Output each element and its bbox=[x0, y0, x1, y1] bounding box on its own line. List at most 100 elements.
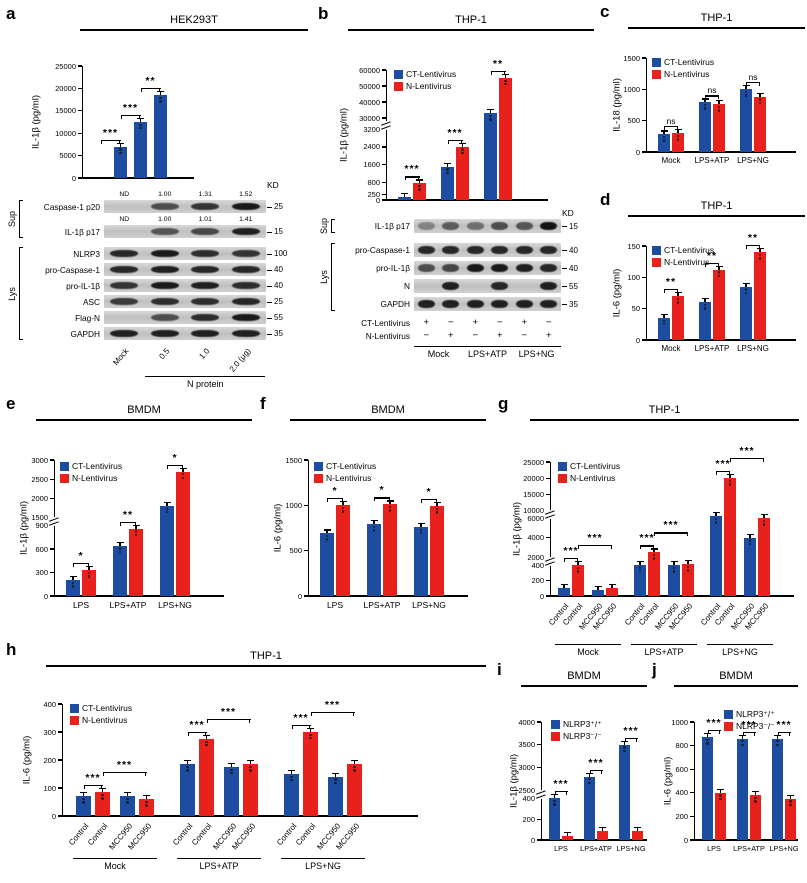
pm-value: − bbox=[496, 317, 503, 328]
error-bar-stem bbox=[719, 788, 722, 793]
sig-bracket-end bbox=[777, 731, 779, 736]
sig-bracket bbox=[664, 289, 678, 291]
protein-band bbox=[417, 246, 435, 254]
tick-mark bbox=[537, 839, 541, 841]
bar bbox=[772, 738, 783, 840]
bar bbox=[750, 795, 761, 840]
bar bbox=[430, 506, 444, 596]
sig-bracket bbox=[730, 458, 764, 460]
legend-swatch bbox=[551, 720, 560, 729]
tick-label: 500 bbox=[627, 116, 640, 126]
group-line bbox=[707, 644, 773, 646]
tick-mark bbox=[304, 595, 308, 597]
legend-label: N-Lentivirus bbox=[72, 473, 118, 483]
panel-d-letter: d bbox=[600, 190, 611, 209]
tick-label: 3000 bbox=[518, 762, 535, 772]
protein-band bbox=[466, 300, 484, 308]
tick-mark bbox=[382, 193, 386, 196]
sig-bracket-end bbox=[83, 785, 85, 790]
bar bbox=[702, 737, 713, 840]
protein-band bbox=[231, 298, 260, 305]
bar bbox=[672, 296, 684, 340]
legend-swatch bbox=[652, 58, 661, 67]
quant-number: 1.52 bbox=[239, 191, 253, 198]
error-bar-stem bbox=[205, 735, 208, 739]
bar bbox=[383, 504, 397, 596]
panel-d: d THP-1 0 50 100 150 ** ** ** Mock LPS+ATP LPS+NG… bbox=[600, 190, 805, 392]
pm-value: + bbox=[496, 330, 503, 341]
tick-label: 0 bbox=[71, 173, 76, 183]
data-point bbox=[101, 793, 104, 797]
sig-bracket bbox=[654, 532, 688, 534]
marker-label: 40 bbox=[274, 281, 283, 290]
error-bar-stem bbox=[249, 760, 252, 765]
panel-f-letter: f bbox=[260, 394, 266, 413]
sig-bracket bbox=[777, 731, 791, 733]
data-point bbox=[165, 511, 169, 514]
sig-bracket bbox=[705, 95, 719, 97]
data-point bbox=[744, 291, 748, 295]
blot-row-label: IL-1β p17 bbox=[64, 227, 100, 237]
sig-bracket-end bbox=[578, 545, 580, 550]
sig-bracket-end bbox=[100, 139, 102, 144]
tick-mark bbox=[546, 580, 550, 582]
sig-label: *** bbox=[623, 724, 639, 737]
sig-label: *** bbox=[587, 532, 603, 545]
gel-strip bbox=[414, 261, 561, 275]
tick-label: 600 bbox=[35, 544, 48, 554]
data-point bbox=[754, 800, 757, 803]
data-point bbox=[744, 288, 748, 291]
tick-label: 0 bbox=[635, 147, 640, 157]
data-point bbox=[728, 479, 732, 483]
data-point bbox=[662, 319, 666, 322]
data-point bbox=[703, 307, 707, 310]
sig-label: *** bbox=[189, 719, 205, 731]
sig-bracket-end bbox=[758, 245, 760, 250]
sig-label: *** bbox=[715, 458, 731, 471]
protein-band bbox=[191, 250, 220, 257]
tick-label: 900 bbox=[35, 521, 48, 531]
sig-label: * bbox=[172, 451, 178, 464]
data-point bbox=[435, 507, 439, 511]
gel-strip bbox=[104, 295, 266, 308]
protein-band bbox=[191, 266, 220, 273]
x-label: LPS bbox=[554, 844, 568, 853]
error-bar-stem bbox=[741, 734, 744, 739]
tick-mark bbox=[642, 245, 646, 247]
data-point bbox=[714, 521, 718, 524]
protein-band bbox=[540, 246, 558, 254]
sig-label: *** bbox=[122, 102, 139, 114]
data-point bbox=[762, 519, 766, 523]
gel-strip bbox=[414, 279, 561, 293]
data-point bbox=[504, 79, 507, 82]
x-label: LPS+NG bbox=[769, 844, 799, 853]
legend-swatch bbox=[551, 732, 560, 741]
panel-i-title-line bbox=[521, 685, 647, 687]
panel-c-title-text: THP-1 bbox=[700, 12, 733, 24]
data-point bbox=[789, 803, 792, 807]
group-line bbox=[555, 644, 621, 646]
tick-label: 10000 bbox=[55, 128, 76, 138]
protein-band bbox=[191, 298, 220, 305]
marker-tick bbox=[267, 317, 272, 319]
error-bar-stem bbox=[334, 772, 337, 777]
marker-label: 40 bbox=[569, 263, 578, 273]
tick-label: 10000 bbox=[523, 505, 544, 515]
tick-mark bbox=[642, 88, 646, 90]
pm-value: + bbox=[521, 317, 528, 328]
data-point bbox=[87, 575, 91, 578]
bar bbox=[456, 146, 469, 200]
marker-label: 40 bbox=[569, 245, 578, 255]
sig-bracket bbox=[374, 497, 390, 499]
error-bar-stem bbox=[653, 548, 655, 553]
marker-tick bbox=[562, 286, 567, 288]
error-bar-stem bbox=[601, 826, 604, 831]
bar bbox=[549, 798, 560, 840]
error-bar-stem bbox=[119, 142, 122, 147]
bar bbox=[558, 588, 570, 596]
data-point bbox=[353, 769, 356, 772]
pm-value: − bbox=[545, 317, 552, 328]
tick-mark bbox=[642, 339, 646, 341]
data-point bbox=[159, 100, 162, 103]
error-bar-stem bbox=[461, 142, 464, 147]
